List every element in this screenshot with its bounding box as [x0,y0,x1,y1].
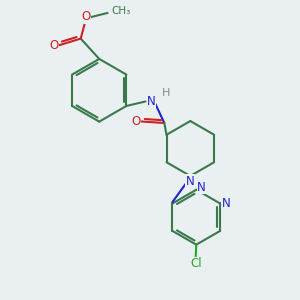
Text: CH₃: CH₃ [111,6,131,16]
Text: N: N [197,181,206,194]
Text: O: O [131,115,140,128]
Text: O: O [49,39,58,52]
Text: O: O [82,10,91,23]
Text: N: N [147,95,156,108]
Text: N: N [186,175,195,188]
Text: N: N [222,197,231,210]
Text: H: H [162,88,171,98]
Text: Cl: Cl [190,257,202,270]
